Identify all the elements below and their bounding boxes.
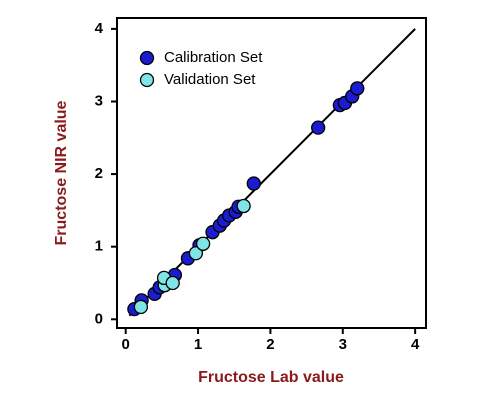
y-tick-label: 1 — [95, 238, 103, 255]
data-point — [165, 275, 180, 291]
x-tick-label: 3 — [339, 336, 347, 353]
data-point — [195, 236, 211, 251]
data-point — [236, 198, 251, 214]
data-point — [133, 299, 149, 315]
data-point — [311, 120, 326, 135]
x-tick-label: 4 — [411, 336, 420, 353]
data-point — [350, 81, 365, 96]
reference-line — [128, 28, 416, 317]
y-tick-label: 4 — [95, 20, 104, 37]
data-point — [246, 176, 261, 191]
legend-label: Calibration Set — [164, 49, 263, 66]
y-axis-label: Fructose NIR value — [53, 100, 70, 245]
plot-frame — [116, 17, 427, 329]
y-tick-label: 2 — [95, 165, 103, 182]
x-tick-label: 1 — [194, 336, 202, 353]
y-tick-label: 0 — [95, 310, 103, 327]
legend-marker — [139, 72, 155, 88]
y-tick-label: 3 — [95, 92, 103, 109]
x-tick-label: 2 — [266, 336, 274, 353]
legend-marker — [139, 50, 155, 66]
legend-label: Validation Set — [164, 71, 256, 88]
data-point — [188, 246, 204, 261]
x-tick-label: 0 — [122, 336, 130, 353]
x-axis-label: Fructose Lab value — [198, 369, 344, 386]
